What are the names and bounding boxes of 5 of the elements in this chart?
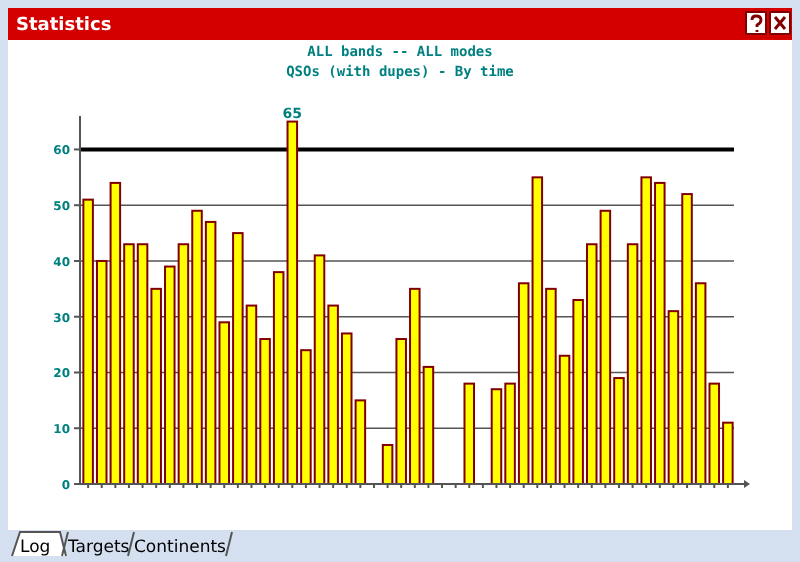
text: Targets [66,538,131,558]
bar [463,382,476,485]
text: Statistics [16,16,112,36]
text: Log [20,538,51,558]
text: Continents [134,538,228,558]
